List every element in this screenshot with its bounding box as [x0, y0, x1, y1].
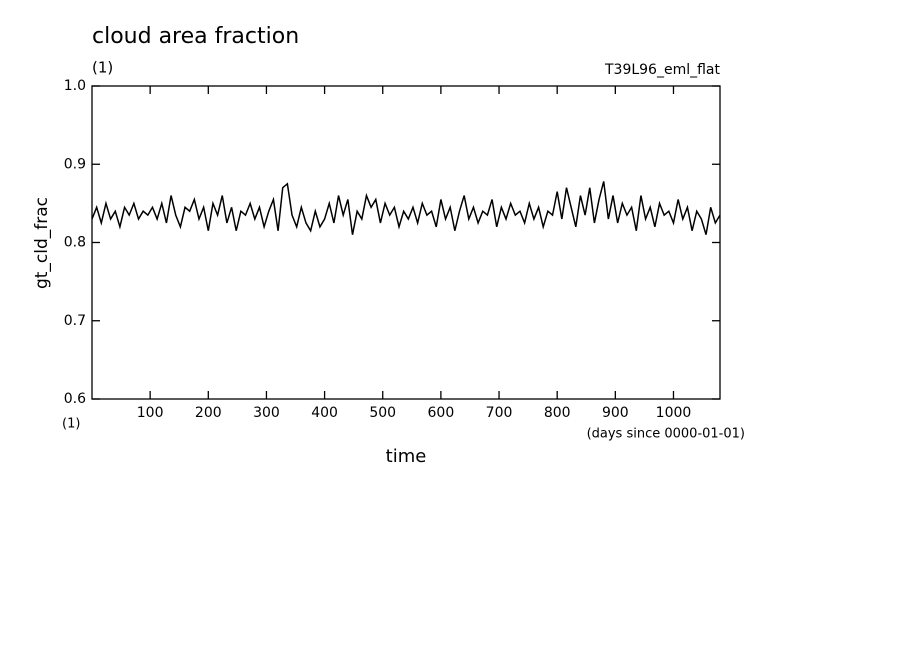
run-label: T39L96_eml_flat — [604, 62, 721, 78]
x-note: (days since 0000-01-01) — [587, 427, 745, 442]
x-tick-label: 300 — [253, 405, 280, 421]
y-axis-label: gt_cld_frac — [32, 197, 52, 289]
y-tick-label: 1.0 — [64, 78, 86, 94]
plot-frame — [91, 85, 721, 400]
data-line — [91, 181, 721, 235]
x-tick-label: 400 — [311, 405, 338, 421]
x-tick-label: 700 — [486, 405, 513, 421]
x-axis-label: time — [386, 446, 427, 467]
unit-label: (1) — [92, 59, 113, 77]
x-tick-label: 900 — [602, 405, 629, 421]
y-tick-label: 0.9 — [64, 156, 86, 172]
x-tick-label: 600 — [428, 405, 455, 421]
chart-title: cloud area fraction — [92, 24, 299, 49]
y-tick-label: 0.8 — [64, 235, 86, 251]
x-unit-label: (1) — [62, 417, 80, 432]
x-tick-label: 200 — [195, 405, 222, 421]
x-tick-label: 800 — [544, 405, 571, 421]
x-tick-label: 500 — [369, 405, 396, 421]
x-tick-label: 100 — [137, 405, 164, 421]
x-tick-label: 1000 — [656, 405, 692, 421]
y-tick-label: 0.7 — [64, 313, 86, 329]
y-tick-label: 0.6 — [64, 391, 86, 407]
